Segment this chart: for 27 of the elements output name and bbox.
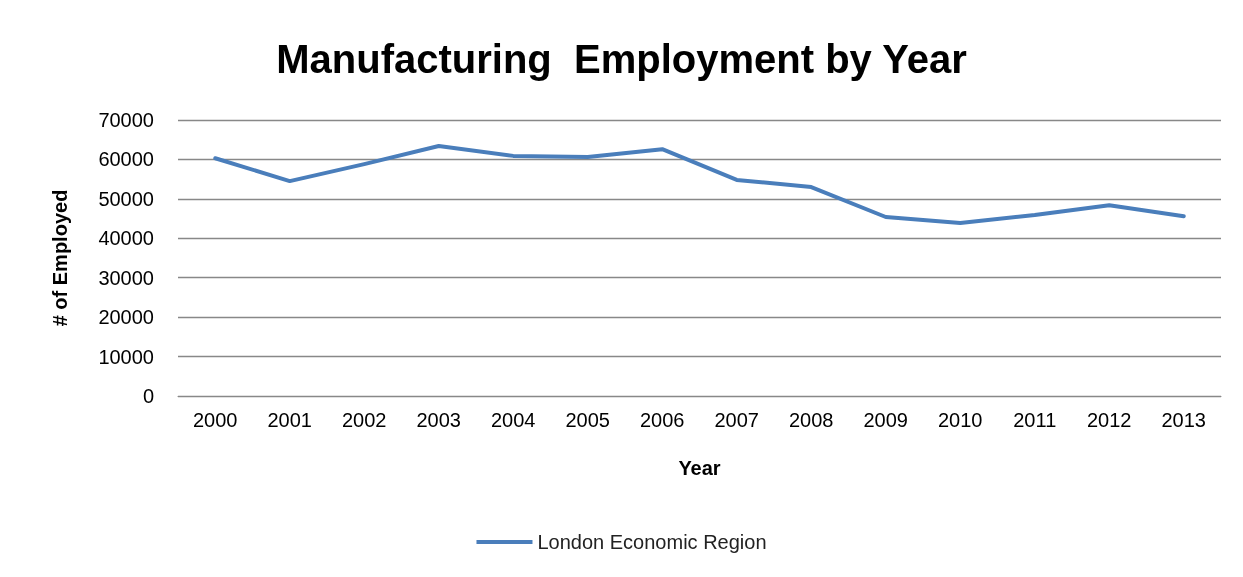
y-tick-label: 70000 <box>98 109 154 131</box>
y-tick-label: 0 <box>142 385 154 407</box>
x-tick-label: 2011 <box>1013 409 1057 431</box>
x-tick-label: 2001 <box>267 409 312 431</box>
chart-title: Manufacturing Employment by Year <box>276 37 967 81</box>
x-tick-label: 2003 <box>416 409 461 431</box>
y-axis-title: # of Employed <box>49 189 71 327</box>
x-tick-label: 2008 <box>789 409 834 431</box>
y-tick-label: 20000 <box>98 306 154 329</box>
x-tick-label: 2006 <box>640 409 685 431</box>
x-tick-label: 2002 <box>342 409 387 431</box>
x-tick-label: 2012 <box>1087 409 1132 431</box>
y-tick-label: 50000 <box>98 187 154 210</box>
x-tick-label: 2007 <box>714 409 759 431</box>
y-tick-label: 30000 <box>98 266 154 289</box>
x-tick-label: 2000 <box>193 409 238 431</box>
y-tick-label: 60000 <box>98 148 154 171</box>
y-tick-label: 40000 <box>98 227 154 250</box>
x-tick-label: 2004 <box>491 409 536 431</box>
legend-label: London Economic Region <box>537 531 767 553</box>
x-tick-label: 2005 <box>565 409 610 431</box>
x-tick-label: 2010 <box>938 409 983 431</box>
x-tick-label: 2013 <box>1161 409 1206 431</box>
line-series <box>213 144 1186 225</box>
y-tick-label: 10000 <box>98 345 154 368</box>
x-tick-label: 2009 <box>863 409 908 431</box>
x-axis-title: Year <box>678 457 721 479</box>
